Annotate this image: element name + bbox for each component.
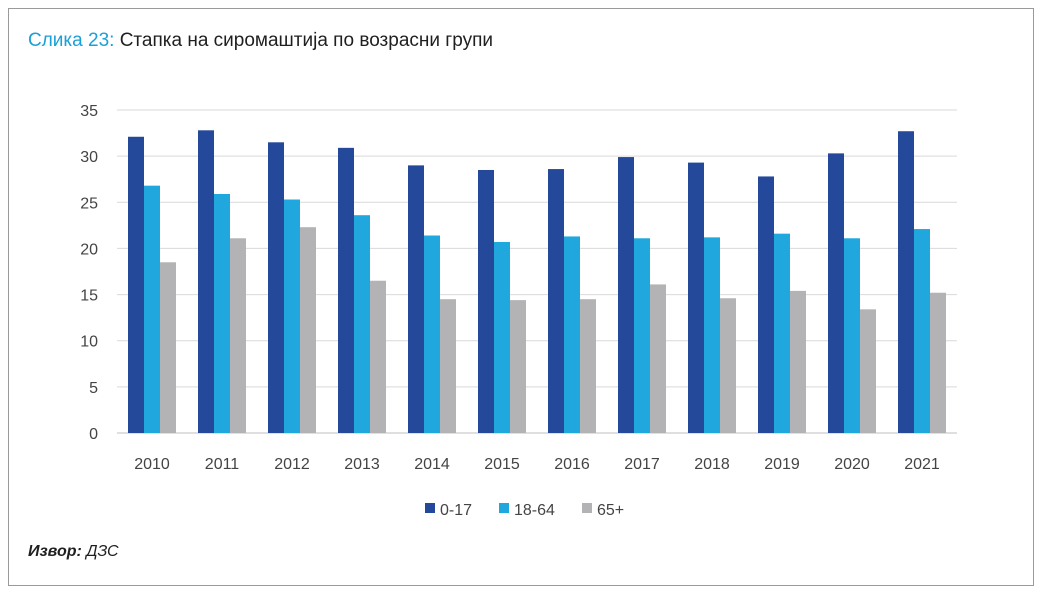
bar-0-17 [478, 169, 494, 433]
bar-18-64 [284, 199, 300, 433]
bar-65+ [440, 299, 456, 433]
bar-0-17 [548, 169, 564, 433]
figure-title-text: Стапка на сиромаштија по возрасни групи [119, 30, 493, 51]
bar-18-64 [914, 229, 930, 433]
figure-number: Слика 23: [28, 30, 115, 51]
bar-0-17 [198, 130, 214, 433]
bar-65+ [580, 299, 596, 433]
y-tick-label: 15 [80, 288, 98, 305]
bar-65+ [650, 284, 666, 433]
x-tick-label: 2015 [484, 456, 520, 473]
x-tick-label: 2016 [554, 456, 590, 473]
x-tick-label: 2010 [134, 456, 170, 473]
x-tick-label: 2014 [414, 456, 450, 473]
x-tick-label: 2020 [834, 456, 870, 473]
bar-65+ [370, 280, 386, 433]
legend-swatch-18-64 [499, 503, 509, 513]
x-tick-label: 2012 [274, 456, 310, 473]
bar-0-17 [338, 147, 354, 433]
y-tick-label: 0 [89, 426, 98, 443]
bar-65+ [300, 227, 316, 433]
legend-swatch-0-17 [425, 503, 435, 513]
bar-0-17 [758, 176, 774, 433]
bar-18-64 [774, 233, 790, 433]
x-tick-label: 2017 [624, 456, 660, 473]
bar-0-17 [618, 157, 634, 433]
y-tick-label: 20 [80, 241, 98, 258]
source-text: ДЗС [86, 543, 119, 560]
bar-0-17 [828, 153, 844, 434]
y-tick-label: 35 [80, 103, 98, 120]
bar-18-64 [354, 215, 370, 433]
x-tick-label: 2019 [764, 456, 800, 473]
bar-65+ [510, 300, 526, 433]
bar-65+ [860, 309, 876, 433]
bar-65+ [720, 298, 736, 433]
bar-0-17 [268, 142, 284, 434]
legend-label-65+: 65+ [597, 502, 624, 519]
bar-18-64 [704, 237, 720, 433]
source-note: Извор: ДЗС [28, 543, 119, 561]
bar-0-17 [898, 131, 914, 433]
figure-frame [8, 8, 1034, 586]
x-tick-label: 2011 [205, 456, 240, 473]
bar-0-17 [128, 136, 144, 433]
figure-title: Слика 23: Стапка на сиромаштија по возра… [28, 30, 493, 52]
bar-65+ [930, 292, 946, 433]
bar-65+ [790, 290, 806, 433]
bar-65+ [230, 238, 246, 433]
legend-swatch-65+ [582, 503, 592, 513]
bar-65+ [160, 262, 176, 433]
source-label: Извор: [28, 543, 82, 560]
bar-18-64 [144, 185, 160, 433]
bar-18-64 [214, 193, 230, 433]
bar-0-17 [688, 162, 704, 434]
bar-18-64 [844, 238, 860, 433]
x-tick-label: 2013 [344, 456, 380, 473]
legend-label-0-17: 0-17 [440, 502, 472, 519]
y-tick-label: 30 [80, 149, 98, 166]
bar-18-64 [564, 236, 580, 433]
x-tick-label: 2021 [904, 456, 940, 473]
y-tick-label: 5 [89, 380, 98, 397]
bar-18-64 [634, 238, 650, 433]
y-tick-label: 10 [80, 334, 98, 351]
bar-18-64 [494, 241, 510, 433]
legend-label-18-64: 18-64 [514, 502, 555, 519]
bar-0-17 [408, 165, 424, 433]
x-tick-label: 2018 [694, 456, 730, 473]
bar-18-64 [424, 235, 440, 433]
y-tick-label: 25 [80, 195, 98, 212]
